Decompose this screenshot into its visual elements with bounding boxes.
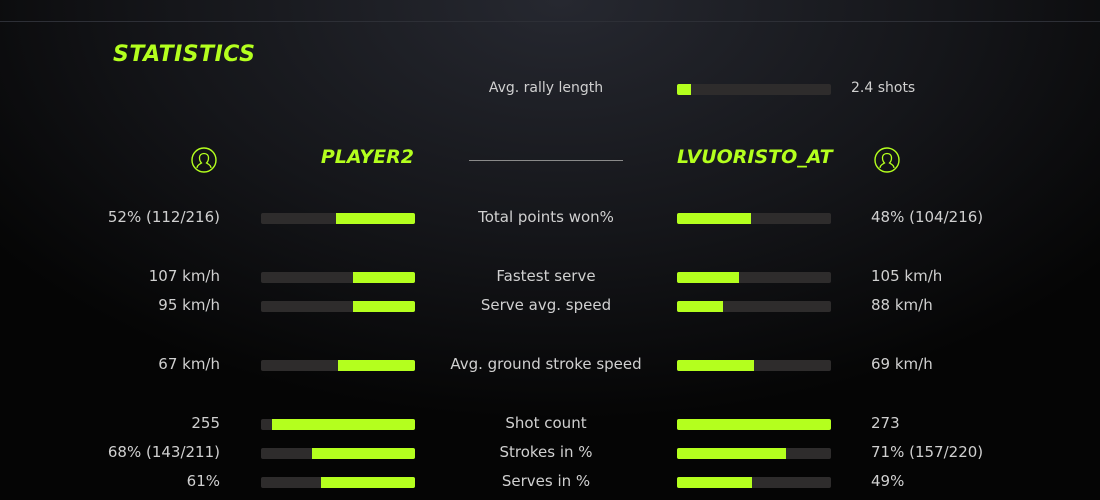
- right-bar: [677, 272, 831, 283]
- user-icon: [191, 147, 217, 173]
- left-value: 107 km/h: [148, 267, 220, 285]
- right-bar: [677, 477, 831, 488]
- player-left-name: PLAYER2: [320, 146, 414, 168]
- left-bar-fill: [353, 301, 415, 312]
- rally-value: 2.4 shots: [851, 80, 916, 96]
- right-value: 69 km/h: [871, 355, 933, 373]
- left-bar: [261, 477, 415, 488]
- left-bar: [261, 448, 415, 459]
- right-bar-fill: [677, 301, 724, 312]
- right-value: 49%: [871, 472, 905, 490]
- right-bar-fill: [677, 419, 831, 430]
- left-bar: [261, 301, 415, 312]
- header-divider: [469, 160, 623, 161]
- right-bar: [677, 448, 831, 459]
- stat-label: Serve avg. speed: [480, 296, 612, 314]
- page-title: STATISTICS: [113, 42, 256, 67]
- right-bar-fill: [677, 272, 739, 283]
- left-value: 61%: [186, 472, 220, 490]
- stat-label: Shot count: [505, 414, 587, 432]
- stat-label: Avg. ground stroke speed: [450, 355, 642, 373]
- left-value: 68% (143/211): [107, 443, 220, 461]
- stat-label: Strokes in %: [499, 443, 593, 461]
- left-value: 52% (112/216): [107, 208, 220, 226]
- user-icon: [874, 147, 900, 173]
- right-value: 105 km/h: [871, 267, 943, 285]
- left-bar: [261, 213, 415, 224]
- stat-label: Serves in %: [501, 472, 591, 490]
- left-bar-fill: [321, 477, 415, 488]
- left-value: 255: [191, 414, 220, 432]
- right-value: 273: [871, 414, 900, 432]
- right-bar: [677, 301, 831, 312]
- left-bar-fill: [336, 213, 415, 224]
- player-right-name: LVUORISTO_AT: [677, 146, 833, 168]
- stat-label: Total points won%: [478, 208, 614, 226]
- left-bar-fill: [271, 419, 415, 430]
- right-bar-fill: [677, 477, 753, 488]
- left-bar-fill: [353, 272, 415, 283]
- rally-label: Avg. rally length: [488, 80, 604, 96]
- right-bar-fill: [677, 213, 751, 224]
- left-bar-fill: [338, 360, 415, 371]
- left-value: 95 km/h: [158, 296, 220, 314]
- right-value: 88 km/h: [871, 296, 933, 314]
- left-bar: [261, 419, 415, 430]
- right-value: 71% (157/220): [871, 443, 984, 461]
- left-bar: [261, 360, 415, 371]
- right-bar-fill: [677, 360, 754, 371]
- top-divider: [0, 21, 1100, 22]
- right-value: 48% (104/216): [871, 208, 984, 226]
- rally-bar: [677, 84, 831, 95]
- right-bar-fill: [677, 448, 787, 459]
- left-bar: [261, 272, 415, 283]
- left-value: 67 km/h: [158, 355, 220, 373]
- left-bar-fill: [311, 448, 415, 459]
- right-bar: [677, 213, 831, 224]
- right-bar: [677, 360, 831, 371]
- right-bar: [677, 419, 831, 430]
- stat-label: Fastest serve: [496, 267, 596, 285]
